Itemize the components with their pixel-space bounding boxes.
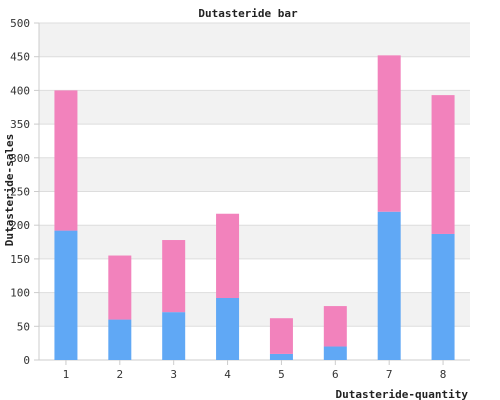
y-tick-label: 450: [10, 51, 30, 64]
grid-band: [39, 56, 470, 91]
grid-band: [39, 124, 470, 158]
x-axis-label: Dutasteride-quantity: [336, 388, 469, 400]
grid-band: [39, 292, 470, 327]
x-tick-label: 6: [332, 368, 339, 381]
bar-segment-2: [108, 255, 132, 320]
y-tick-label: 500: [10, 17, 30, 30]
bar-segment-1: [54, 230, 78, 360]
y-tick-label: 400: [10, 84, 30, 97]
bar-segment-1: [377, 211, 401, 360]
grid-band: [39, 326, 470, 360]
bar-segment-1: [108, 319, 132, 360]
x-tick-label: 2: [117, 368, 124, 381]
y-tick-label: 100: [10, 287, 30, 300]
grid-band: [39, 258, 470, 293]
bar-segment-2: [162, 240, 186, 313]
x-tick-label: 4: [224, 368, 231, 381]
bar-segment-1: [216, 297, 240, 360]
bar-segment-1: [162, 312, 186, 360]
bar-segment-2: [377, 55, 401, 212]
x-tick-label: 7: [386, 368, 393, 381]
y-tick-label: 200: [10, 219, 30, 232]
grid-band: [39, 225, 470, 259]
y-tick-label: 0: [23, 354, 30, 367]
x-tick-label: 5: [278, 368, 285, 381]
bar-segment-2: [216, 213, 240, 298]
y-axis-label: Dutasteride-sales: [3, 134, 16, 247]
grid-band: [39, 191, 470, 226]
bar-segment-2: [54, 90, 78, 231]
bar-segment-1: [323, 346, 347, 360]
y-tick-label: 300: [10, 152, 30, 165]
bar-segment-1: [269, 353, 293, 360]
bars: [54, 55, 455, 360]
bar-segment-2: [431, 95, 455, 234]
x-tick-labels: 1 2 3 4 5 6 7 8: [63, 360, 447, 381]
y-tick-labels: 0 50 100 150 200 250 300 350 400 450 500: [10, 17, 30, 367]
chart-title: Dutasteride bar: [198, 7, 298, 20]
y-tick-label: 50: [17, 320, 30, 333]
grid-band: [39, 23, 470, 57]
bar-segment-2: [269, 318, 293, 354]
grid-band: [39, 90, 470, 125]
x-tick-label: 3: [170, 368, 177, 381]
x-tick-label: 8: [440, 368, 447, 381]
y-tick-label: 350: [10, 118, 30, 131]
bar-segment-1: [431, 233, 455, 360]
bar-segment-2: [323, 306, 347, 347]
grid-band: [39, 157, 470, 192]
y-tick-label: 150: [10, 253, 30, 266]
y-tick-label: 250: [10, 186, 30, 199]
x-tick-label: 1: [63, 368, 70, 381]
